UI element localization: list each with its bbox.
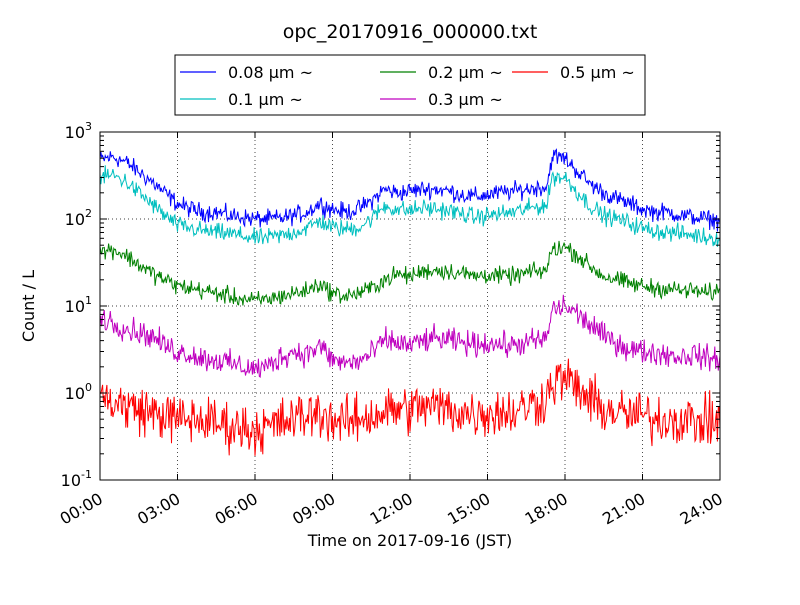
y-tick-label: 100 — [65, 381, 92, 403]
y-tick-label: 101 — [65, 294, 92, 316]
legend-label-3: 0.3 μm ~ — [428, 90, 503, 109]
series-line-2 — [99, 240, 721, 306]
x-tick-label: 12:00 — [367, 489, 416, 529]
x-axis-label: Time on 2017-09-16 (JST) — [307, 531, 512, 550]
axis-ticks — [99, 131, 721, 481]
x-axis-tick-labels: 00:00 03:00 06:00 09:00 12:00 15:00 18:00 21:00… — [57, 489, 726, 529]
x-tick-label: 03:00 — [134, 489, 183, 529]
legend-label-1: 0.1 μm ~ — [228, 90, 303, 109]
plot-area — [99, 148, 721, 456]
series-line-1 — [99, 165, 721, 247]
x-tick-label: 15:00 — [444, 489, 493, 529]
series-line-4 — [99, 358, 721, 456]
y-axis-tick-labels: 10-1 100 101 102 103 — [61, 120, 92, 490]
y-axis-label: Count / L — [19, 270, 38, 342]
x-tick-label: 18:00 — [522, 489, 571, 529]
x-tick-label: 06:00 — [212, 489, 261, 529]
y-tick-label: 103 — [65, 120, 92, 142]
x-tick-label: 09:00 — [289, 489, 338, 529]
series-line-0 — [99, 148, 721, 232]
legend-label-4: 0.5 μm ~ — [560, 63, 635, 82]
x-tick-label: 00:00 — [57, 489, 106, 529]
x-tick-label: 24:00 — [677, 489, 726, 529]
y-tick-label: 10-1 — [61, 468, 92, 490]
x-tick-label: 21:00 — [599, 489, 648, 529]
legend: 0.08 μm ~ 0.1 μm ~ 0.2 μm ~ 0.3 μm ~ 0.5 μm … — [174, 54, 646, 116]
y-tick-label: 102 — [65, 207, 92, 229]
series-line-3 — [99, 294, 721, 379]
legend-label-0: 0.08 μm ~ — [228, 63, 313, 82]
legend-label-2: 0.2 μm ~ — [428, 63, 503, 82]
legend-box — [174, 54, 646, 116]
chart-title: opc_20170916_000000.txt — [283, 21, 538, 43]
